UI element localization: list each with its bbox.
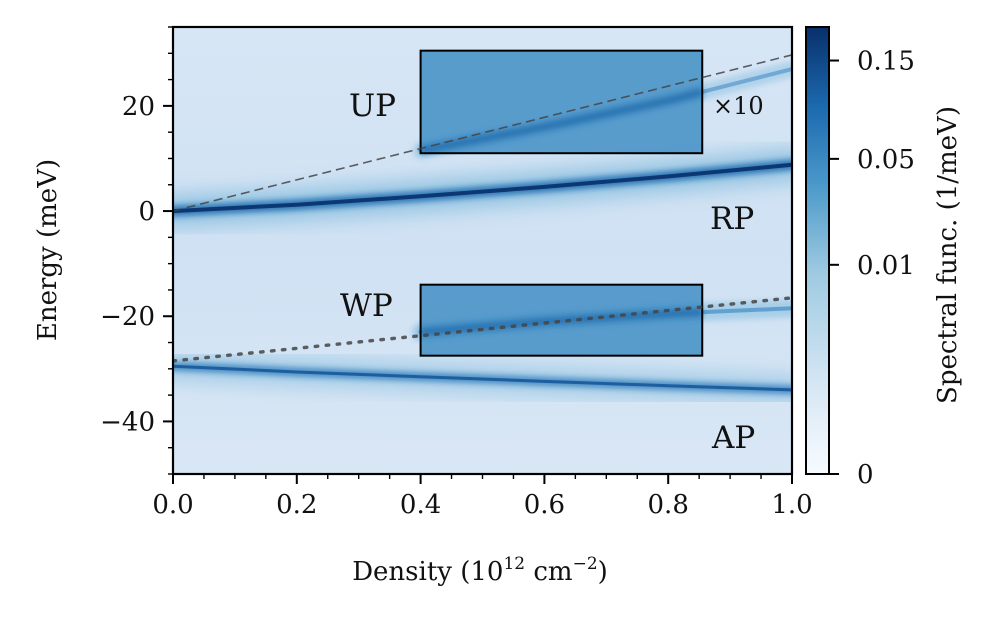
colorbar-tick-label: 0.01 <box>857 251 915 281</box>
colorbar-tick-label: 0.05 <box>857 145 915 175</box>
x-axis-ticks: 0.0 0.2 0.4 0.6 0.8 1.0 <box>152 474 813 520</box>
x-tick-label: 1.0 <box>771 490 812 520</box>
y-tick-label: −40 <box>100 407 155 437</box>
UP-box <box>419 49 704 155</box>
y-tick-label: 20 <box>122 92 155 122</box>
annotation-up: UP <box>349 88 396 124</box>
annotation-rp: RP <box>710 201 754 237</box>
y-axis-label: Energy (meV) <box>33 159 63 341</box>
reference-lines <box>173 54 792 363</box>
y-tick-label: −20 <box>100 302 155 332</box>
annotation-ap: AP <box>711 420 755 456</box>
UP-box-ridge <box>419 87 704 156</box>
annotation-wp: WP <box>340 288 393 324</box>
highlight-boxes <box>419 49 704 357</box>
series-band-rp <box>173 162 792 214</box>
colorbar-label: Spectral func. (1/meV) <box>933 106 963 404</box>
colorbar-tick-label: 0.15 <box>857 47 915 77</box>
colorbar-tick-label: 0 <box>857 460 874 490</box>
reference-line-dotted <box>173 296 792 363</box>
x-axis-label: Density (1012 cm−2) <box>352 554 608 587</box>
y-tick-label: 0 <box>138 197 155 227</box>
WP-box-ridge <box>420 307 703 337</box>
x-tick-label: 0.2 <box>276 490 317 520</box>
y-axis-ticks: 20 0 −20 −40 <box>100 26 173 475</box>
x-tick-label: 0.4 <box>400 490 441 520</box>
annotation-times10: ×10 <box>713 92 764 120</box>
x-tick-label: 0.8 <box>648 490 689 520</box>
WP-box <box>419 283 704 357</box>
series-band-ap <box>173 364 792 392</box>
reference-line-dashed <box>173 54 792 212</box>
colorbar <box>805 26 830 475</box>
x-tick-label: 0.0 <box>152 490 193 520</box>
colorbar-ticks: 0.15 0.05 0.01 0 <box>829 47 915 490</box>
x-tick-label: 0.6 <box>524 490 565 520</box>
